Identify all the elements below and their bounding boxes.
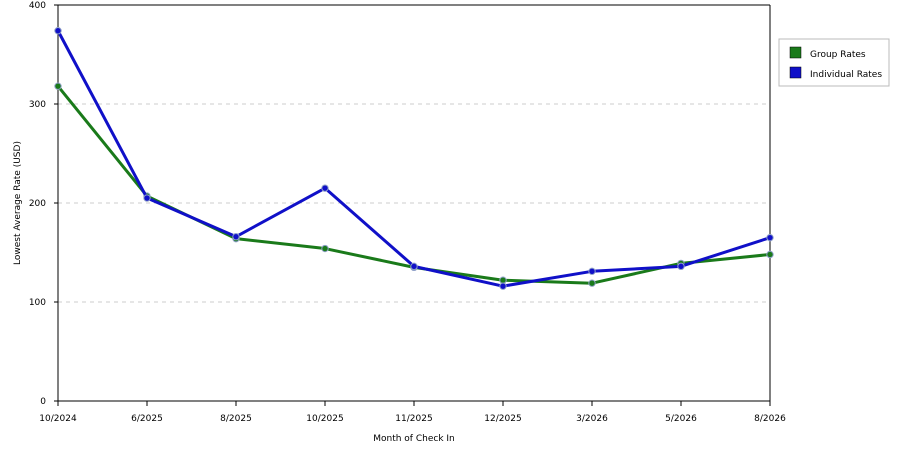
data-point-individual-rates <box>232 232 240 241</box>
data-point-group-rates <box>766 250 774 259</box>
data-point-individual-rates <box>677 262 685 271</box>
series-line-group-rates <box>56 85 771 285</box>
series <box>54 27 774 290</box>
x-axis-title: Month of Check In <box>373 434 455 444</box>
legend-swatch-individual-rates <box>789 66 802 79</box>
y-tick-label: 100 <box>29 298 46 308</box>
x-tick-label: 8/2025 <box>220 414 252 424</box>
y-tick-label: 400 <box>29 1 46 11</box>
legend-label-individual-rates: Individual Rates <box>810 70 882 80</box>
data-point-group-rates <box>499 276 507 284</box>
y-tick-label: 200 <box>29 199 46 209</box>
data-point-individual-rates <box>588 267 596 276</box>
x-tick-label: 6/2025 <box>131 414 163 424</box>
x-tick-label: 10/2024 <box>39 414 77 424</box>
x-tick-label: 10/2025 <box>306 414 343 424</box>
y-tick-label: 300 <box>29 100 46 110</box>
x-tick-label: 5/2026 <box>665 414 697 424</box>
y-axis-title: Lowest Average Rate (USD) <box>13 141 23 265</box>
x-ticks: 10/2024 6/2025 8/2025 10/2025 11/2025 12/2025… <box>39 401 786 424</box>
y-tick-label: 0 <box>40 397 46 407</box>
data-point-individual-rates <box>143 194 151 202</box>
x-tick-label: 8/2026 <box>754 414 786 424</box>
data-point-group-rates <box>54 82 62 90</box>
y-ticks: 0 100 200 300 400 <box>29 1 58 407</box>
data-point-individual-rates <box>321 184 329 192</box>
data-point-individual-rates <box>499 282 507 290</box>
legend-swatch-group-rates <box>789 46 802 59</box>
data-point-group-rates <box>588 279 596 287</box>
series-line-individual-rates <box>56 30 771 288</box>
grid-lines <box>58 103 770 303</box>
data-point-group-rates <box>321 244 329 253</box>
x-tick-label: 12/2025 <box>484 414 521 424</box>
data-point-individual-rates <box>410 262 418 271</box>
data-point-individual-rates <box>766 233 774 242</box>
legend-label-group-rates: Group Rates <box>810 50 866 60</box>
x-tick-label: 11/2025 <box>395 414 432 424</box>
x-tick-label: 3/2026 <box>576 414 608 424</box>
legend: Group Rates Individual Rates <box>778 38 890 87</box>
data-point-individual-rates <box>54 27 62 35</box>
